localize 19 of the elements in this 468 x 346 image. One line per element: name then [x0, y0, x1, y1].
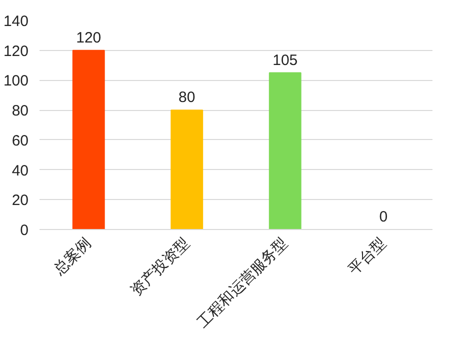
- data-label: 105: [272, 52, 298, 69]
- x-tick-label: 总案例: [50, 234, 95, 280]
- data-label: 120: [76, 29, 102, 46]
- y-tick-label: 80: [12, 102, 29, 120]
- data-label: 80: [178, 89, 196, 106]
- bar: [170, 110, 204, 230]
- x-tick-label: 工程和运营服务型: [194, 234, 292, 332]
- y-tick-label: 40: [12, 162, 29, 180]
- y-tick-label: 20: [12, 192, 29, 210]
- y-tick-label: 100: [3, 72, 29, 90]
- y-tick-label: 60: [12, 132, 29, 150]
- data-label: 0: [379, 208, 388, 226]
- x-tick-label: 资产投资型: [128, 234, 193, 300]
- y-tick-label: 120: [3, 42, 29, 60]
- bar: [72, 50, 105, 230]
- bar: [268, 72, 302, 230]
- y-tick-label: 0: [20, 222, 28, 239]
- y-tick-label: 140: [3, 13, 29, 30]
- x-tick-label: 平台型: [346, 234, 390, 278]
